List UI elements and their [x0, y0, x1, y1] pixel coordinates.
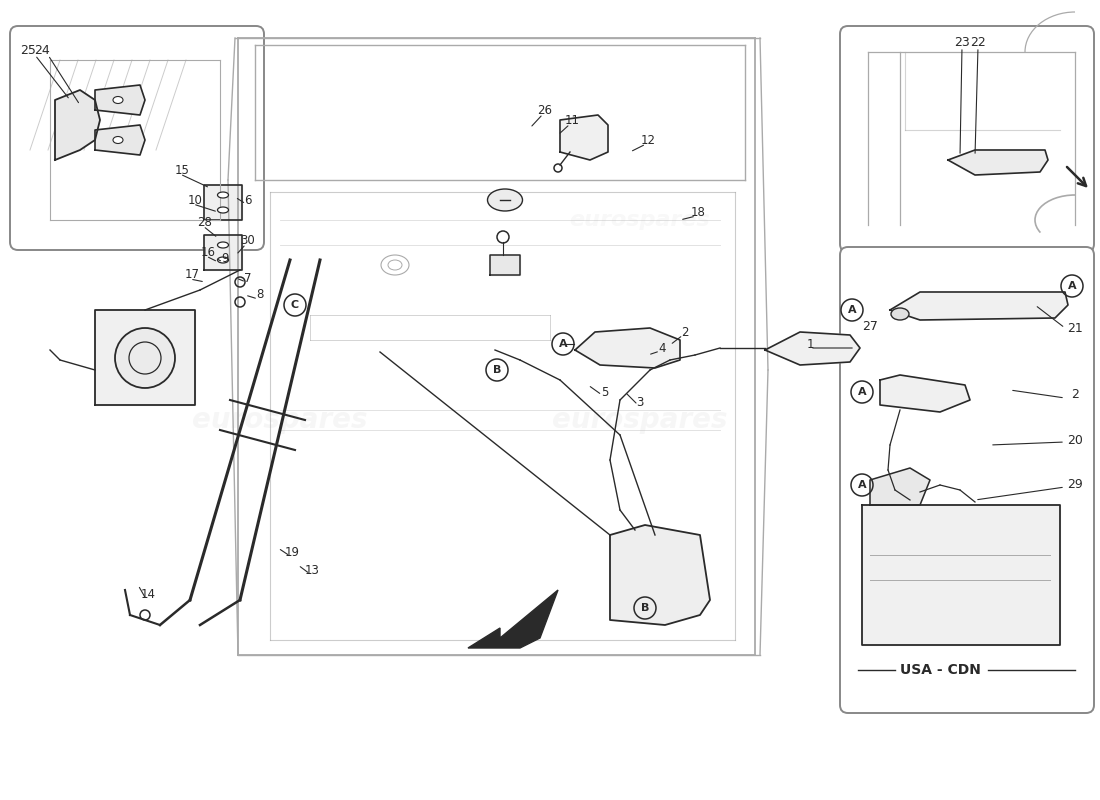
Text: 21: 21	[1067, 322, 1082, 334]
Text: 2: 2	[681, 326, 689, 338]
Ellipse shape	[116, 328, 175, 388]
Polygon shape	[948, 150, 1048, 175]
Text: 12: 12	[640, 134, 656, 146]
Text: C: C	[290, 300, 299, 310]
Polygon shape	[764, 332, 860, 365]
Ellipse shape	[218, 242, 229, 248]
Text: B: B	[641, 603, 649, 613]
Text: 14: 14	[141, 589, 155, 602]
Polygon shape	[55, 90, 100, 160]
Text: A: A	[858, 480, 867, 490]
Text: 8: 8	[256, 289, 264, 302]
Polygon shape	[490, 255, 520, 275]
Polygon shape	[468, 590, 558, 648]
Text: 28: 28	[198, 215, 212, 229]
Ellipse shape	[487, 189, 522, 211]
Text: 19: 19	[285, 546, 299, 558]
Polygon shape	[880, 375, 970, 412]
FancyBboxPatch shape	[10, 26, 264, 250]
Text: A: A	[559, 339, 568, 349]
FancyBboxPatch shape	[840, 247, 1094, 713]
Text: 1: 1	[806, 338, 814, 351]
Text: A: A	[848, 305, 856, 315]
Text: 15: 15	[175, 163, 189, 177]
Text: 18: 18	[691, 206, 705, 218]
Text: 5: 5	[602, 386, 608, 398]
Text: B: B	[493, 365, 502, 375]
Polygon shape	[560, 115, 608, 160]
Polygon shape	[862, 505, 1060, 645]
Text: 26: 26	[538, 103, 552, 117]
Ellipse shape	[218, 207, 229, 213]
Text: 25: 25	[20, 43, 36, 57]
Polygon shape	[204, 185, 242, 220]
Text: 6: 6	[244, 194, 252, 206]
Ellipse shape	[218, 257, 229, 263]
Ellipse shape	[113, 137, 123, 143]
Text: 27: 27	[862, 319, 878, 333]
Text: USA - CDN: USA - CDN	[900, 663, 980, 677]
Text: 13: 13	[305, 563, 319, 577]
Polygon shape	[890, 292, 1068, 320]
Text: eurospares: eurospares	[570, 210, 711, 230]
Text: 7: 7	[244, 271, 252, 285]
Text: 4: 4	[658, 342, 666, 354]
Text: 30: 30	[241, 234, 255, 246]
Polygon shape	[575, 328, 680, 368]
Text: A: A	[858, 387, 867, 397]
Text: eurospares: eurospares	[79, 210, 220, 230]
Text: 2: 2	[1071, 389, 1079, 402]
Text: 17: 17	[185, 269, 199, 282]
Text: 11: 11	[564, 114, 580, 126]
Text: 23: 23	[954, 35, 970, 49]
Text: 29: 29	[1067, 478, 1082, 491]
Text: 24: 24	[34, 43, 50, 57]
Ellipse shape	[113, 97, 123, 103]
Text: 3: 3	[636, 395, 644, 409]
Polygon shape	[870, 468, 930, 505]
Text: A: A	[1068, 281, 1076, 291]
Text: 16: 16	[200, 246, 216, 258]
Ellipse shape	[891, 308, 909, 320]
Text: eurospares: eurospares	[192, 406, 367, 434]
Text: 9: 9	[221, 251, 229, 265]
Polygon shape	[610, 525, 710, 625]
Polygon shape	[95, 85, 145, 115]
Text: 20: 20	[1067, 434, 1082, 446]
Text: 10: 10	[188, 194, 202, 206]
FancyBboxPatch shape	[840, 26, 1094, 252]
Polygon shape	[95, 310, 195, 405]
Text: eurospares: eurospares	[552, 406, 728, 434]
Polygon shape	[204, 235, 242, 270]
Polygon shape	[95, 125, 145, 155]
Ellipse shape	[218, 192, 229, 198]
Text: 22: 22	[970, 35, 986, 49]
